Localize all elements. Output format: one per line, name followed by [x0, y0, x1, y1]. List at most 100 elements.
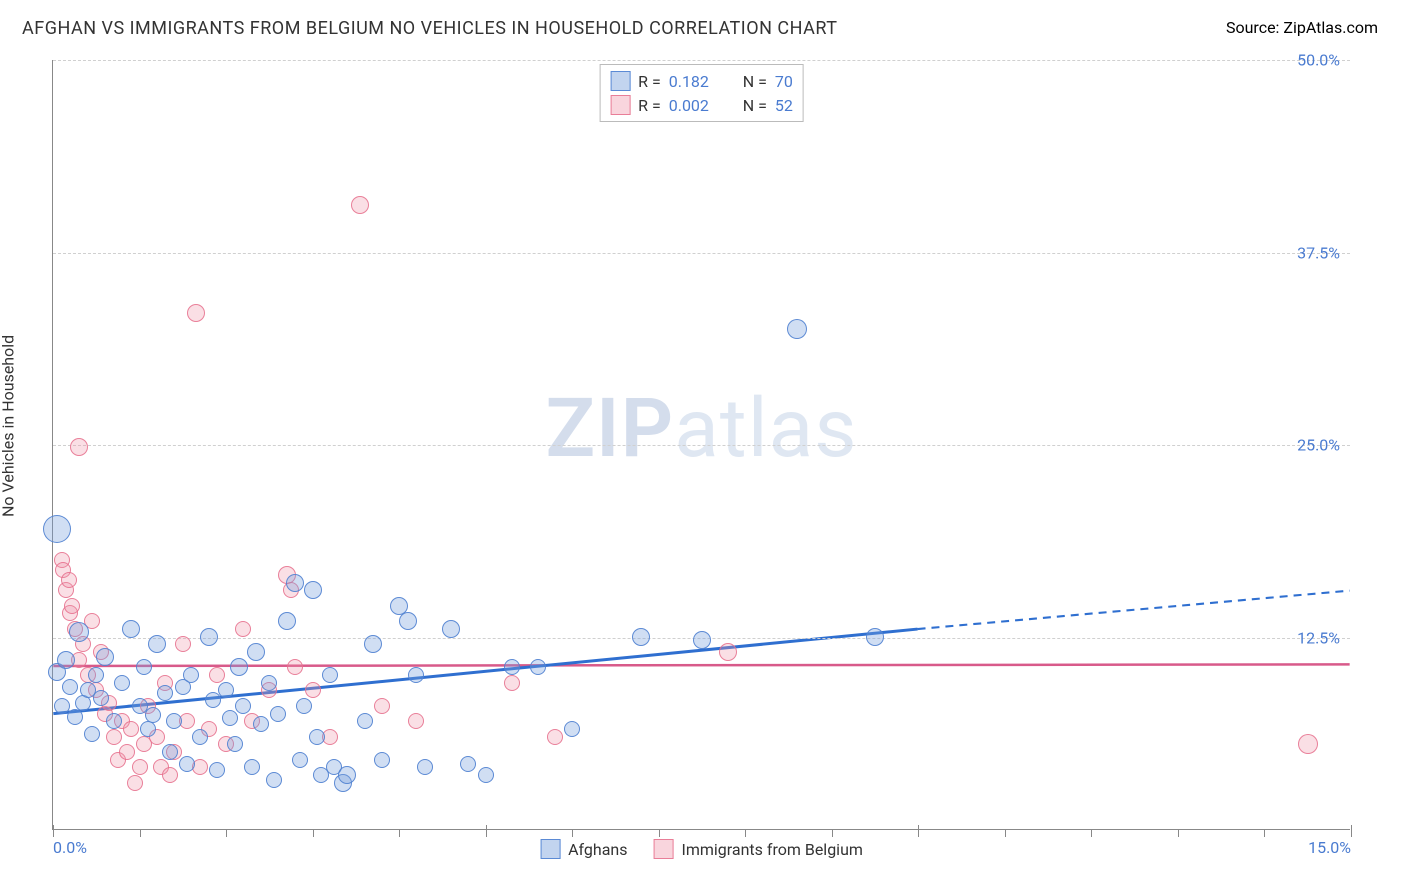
- data-point: [504, 659, 520, 675]
- data-point: [270, 706, 286, 722]
- data-point: [417, 759, 433, 775]
- chart-title: AFGHAN VS IMMIGRANTS FROM BELGIUM NO VEH…: [22, 18, 837, 39]
- data-point: [287, 659, 303, 675]
- data-point: [564, 721, 580, 737]
- swatch-a: [610, 71, 630, 91]
- data-point: [132, 759, 148, 775]
- data-point: [43, 515, 71, 543]
- data-point: [374, 752, 390, 768]
- data-point: [67, 709, 83, 725]
- data-point: [64, 598, 80, 614]
- swatch-b: [610, 95, 630, 115]
- legend-label-a: Afghans: [568, 840, 627, 859]
- data-point: [96, 648, 114, 666]
- data-point: [304, 581, 322, 599]
- data-point: [62, 679, 78, 695]
- data-point: [504, 675, 520, 691]
- data-point: [235, 621, 251, 637]
- y-axis-label: No Vehicles in Household: [0, 335, 18, 517]
- data-point: [408, 713, 424, 729]
- data-point: [460, 756, 476, 772]
- data-point: [261, 675, 277, 691]
- data-point: [88, 667, 104, 683]
- series-legend: Afghans Immigrants from Belgium: [540, 839, 863, 859]
- data-point: [187, 304, 205, 322]
- data-point: [175, 636, 191, 652]
- source-prefix: Source:: [1226, 18, 1283, 37]
- r-label: R =: [638, 72, 661, 91]
- data-point: [140, 721, 156, 737]
- watermark-atlas: atlas: [674, 381, 857, 477]
- data-point: [364, 635, 382, 653]
- x-tick: [745, 829, 746, 837]
- data-point: [338, 766, 356, 784]
- data-point: [84, 726, 100, 742]
- n-value-a: 70: [775, 72, 793, 91]
- data-point: [442, 620, 460, 638]
- data-point: [70, 438, 88, 456]
- data-point: [351, 196, 369, 214]
- data-point: [286, 574, 304, 592]
- data-point: [157, 685, 173, 701]
- r-value-a: 0.182: [669, 72, 727, 91]
- data-point: [278, 612, 296, 630]
- gridline: [53, 60, 1350, 61]
- x-tick-label: 15.0%: [1308, 838, 1351, 857]
- x-tick: [659, 829, 660, 837]
- data-point: [127, 775, 143, 791]
- x-tick: [140, 829, 141, 837]
- y-tick-label: 50.0%: [1297, 51, 1340, 70]
- x-tick: [1264, 829, 1265, 837]
- data-point: [296, 698, 312, 714]
- data-point: [136, 659, 152, 675]
- data-point: [357, 713, 373, 729]
- data-point: [183, 667, 199, 683]
- data-point: [292, 752, 308, 768]
- data-point: [322, 667, 338, 683]
- watermark: ZIPatlas: [545, 381, 857, 477]
- data-point: [114, 675, 130, 691]
- data-point: [305, 682, 321, 698]
- data-point: [719, 643, 737, 661]
- legend-label-b: Immigrants from Belgium: [681, 840, 862, 859]
- source-attribution: Source: ZipAtlas.com: [1226, 18, 1378, 37]
- swatch-a-icon: [540, 839, 560, 859]
- data-point: [218, 682, 234, 698]
- y-tick-label: 37.5%: [1297, 243, 1340, 262]
- data-point: [166, 713, 182, 729]
- data-point: [123, 721, 139, 737]
- data-point: [93, 690, 109, 706]
- data-point: [866, 628, 884, 646]
- x-tick: [1178, 829, 1179, 837]
- data-point: [148, 635, 166, 653]
- y-tick-label: 25.0%: [1297, 436, 1340, 455]
- data-point: [309, 729, 325, 745]
- source-name: ZipAtlas.com: [1283, 18, 1378, 37]
- r-value-b: 0.002: [669, 96, 727, 115]
- n-value-b: 52: [775, 96, 793, 115]
- data-point: [247, 643, 265, 661]
- data-point: [478, 767, 494, 783]
- data-point: [106, 713, 122, 729]
- data-point: [266, 772, 282, 788]
- stats-row-b: R = 0.002 N = 52: [610, 93, 793, 117]
- x-tick: [313, 829, 314, 837]
- data-point: [209, 762, 225, 778]
- data-point: [1298, 734, 1318, 754]
- data-point: [227, 736, 243, 752]
- stats-row-a: R = 0.182 N = 70: [610, 69, 793, 93]
- data-point: [222, 710, 238, 726]
- data-point: [179, 756, 195, 772]
- x-tick: [53, 825, 54, 837]
- data-point: [408, 667, 424, 683]
- x-tick-label: 0.0%: [53, 838, 87, 857]
- legend-item-a: Afghans: [540, 839, 627, 859]
- data-point: [162, 744, 178, 760]
- swatch-b-icon: [653, 839, 673, 859]
- data-point: [162, 767, 178, 783]
- x-tick: [1091, 829, 1092, 837]
- data-point: [192, 729, 208, 745]
- r-label: R =: [638, 96, 661, 115]
- data-point: [200, 628, 218, 646]
- data-point: [244, 759, 260, 775]
